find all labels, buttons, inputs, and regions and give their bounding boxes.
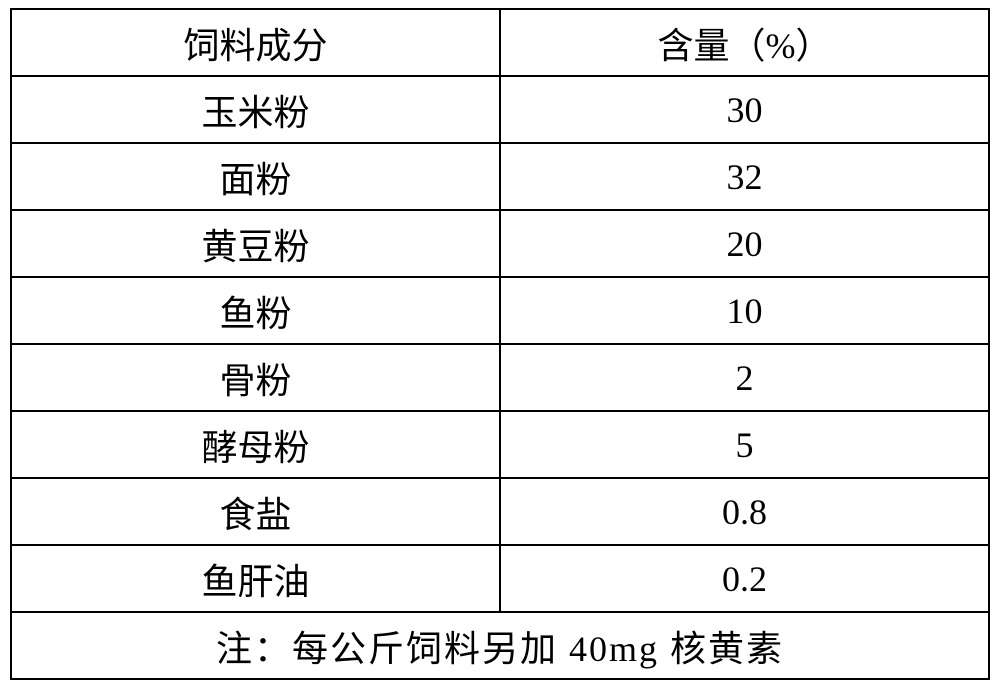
percentage-cell: 32	[500, 143, 989, 210]
feed-composition-table-container: 饲料成分 含量（%） 玉米粉 30 面粉 32 黄豆粉 20 鱼粉 10 骨粉	[10, 8, 990, 680]
header-ingredient: 饲料成分	[11, 9, 500, 76]
table-row: 鱼肝油 0.2	[11, 545, 989, 612]
percentage-cell: 0.8	[500, 478, 989, 545]
ingredient-cell: 玉米粉	[11, 76, 500, 143]
table-row: 黄豆粉 20	[11, 210, 989, 277]
percentage-cell: 30	[500, 76, 989, 143]
table-row: 酵母粉 5	[11, 411, 989, 478]
percentage-cell: 0.2	[500, 545, 989, 612]
table-header-row: 饲料成分 含量（%）	[11, 9, 989, 76]
percentage-cell: 10	[500, 277, 989, 344]
ingredient-cell: 骨粉	[11, 344, 500, 411]
table-row: 鱼粉 10	[11, 277, 989, 344]
feed-composition-table: 饲料成分 含量（%） 玉米粉 30 面粉 32 黄豆粉 20 鱼粉 10 骨粉	[10, 8, 990, 680]
percentage-cell: 5	[500, 411, 989, 478]
table-row: 面粉 32	[11, 143, 989, 210]
ingredient-cell: 面粉	[11, 143, 500, 210]
note-cell: 注：每公斤饲料另加 40mg 核黄素	[11, 612, 989, 679]
ingredient-cell: 黄豆粉	[11, 210, 500, 277]
percentage-cell: 2	[500, 344, 989, 411]
ingredient-cell: 鱼肝油	[11, 545, 500, 612]
table-row: 玉米粉 30	[11, 76, 989, 143]
ingredient-cell: 食盐	[11, 478, 500, 545]
ingredient-cell: 酵母粉	[11, 411, 500, 478]
table-row: 骨粉 2	[11, 344, 989, 411]
percentage-cell: 20	[500, 210, 989, 277]
ingredient-cell: 鱼粉	[11, 277, 500, 344]
table-note-row: 注：每公斤饲料另加 40mg 核黄素	[11, 612, 989, 679]
table-row: 食盐 0.8	[11, 478, 989, 545]
header-percentage: 含量（%）	[500, 9, 989, 76]
